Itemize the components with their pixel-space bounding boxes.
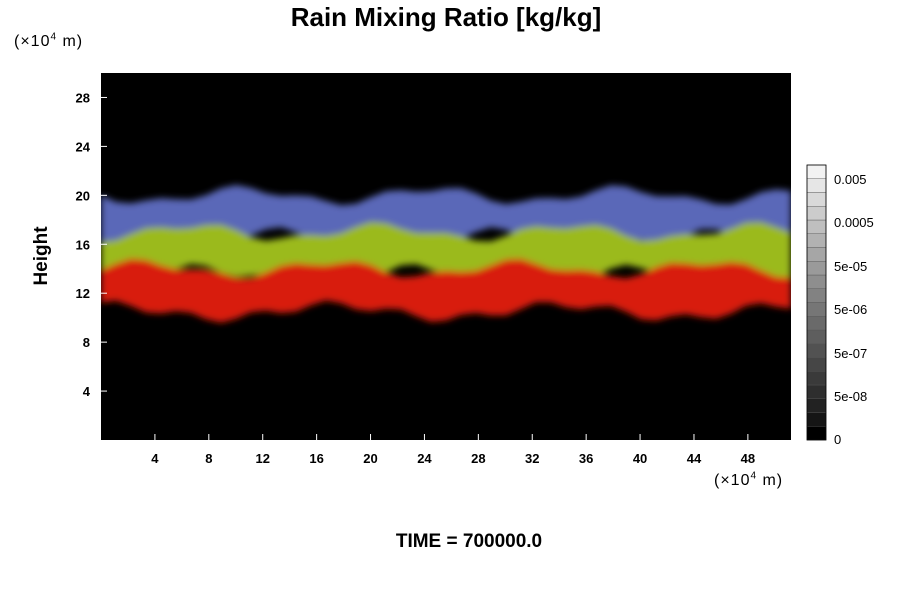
colorbar-swatch <box>806 164 827 179</box>
colorbar-tick-label: 0 <box>834 432 841 447</box>
colorbar-swatch <box>806 412 827 427</box>
y-tick-label: 12 <box>76 286 90 301</box>
colorbar-swatch <box>806 274 827 289</box>
x-tick-label: 4 <box>151 451 159 466</box>
colorbar-swatch <box>806 426 827 441</box>
x-tick-label: 48 <box>741 451 755 466</box>
colorbar-tick-label: 0.0005 <box>834 215 874 230</box>
colorbar-swatch <box>806 219 827 234</box>
colorbar-swatch <box>806 371 827 386</box>
time-label: TIME = 700000.0 <box>395 531 543 552</box>
x-tick-label: 24 <box>417 451 432 466</box>
colorbar <box>806 164 827 441</box>
y-tick-label: 20 <box>76 188 90 203</box>
colorbar-frame <box>806 164 827 441</box>
colorbar-swatch <box>806 357 827 372</box>
y-tick-label: 8 <box>83 335 90 350</box>
x-tick-label: 36 <box>579 451 593 466</box>
colorbar-swatch <box>806 302 827 317</box>
x-tick-label: 40 <box>633 451 647 466</box>
colorbar-swatch <box>806 384 827 399</box>
chart-title: Rain Mixing Ratio [kg/kg] <box>290 2 602 32</box>
colorbar-swatch <box>806 206 827 221</box>
colorbar-swatch <box>806 261 827 276</box>
x-axis-unit: (×104 m) <box>714 470 784 489</box>
colorbar-tick-label: 5e-06 <box>834 302 867 317</box>
colorbar-swatch <box>806 178 827 193</box>
colorbar-swatch <box>806 247 827 262</box>
y-tick-label: 28 <box>76 90 90 105</box>
colorbar-swatch <box>806 233 827 248</box>
colorbar-swatch <box>806 329 827 344</box>
x-tick-label: 28 <box>471 451 485 466</box>
colorbar-tick-label: 5e-05 <box>834 259 867 274</box>
x-axis-ticks: 4 8 12 16 20 24 28 32 36 40 44 48 <box>151 434 755 466</box>
colorbar-tick-label: 5e-07 <box>834 346 867 361</box>
rain-bands <box>101 185 791 323</box>
colorbar-swatch <box>806 288 827 303</box>
y-tick-label: 4 <box>83 384 91 399</box>
x-tick-label: 12 <box>255 451 269 466</box>
band-red <box>101 258 791 323</box>
colorbar-tick-label: 5e-08 <box>834 389 867 404</box>
x-tick-label: 44 <box>687 451 702 466</box>
x-tick-label: 8 <box>205 451 212 466</box>
colorbar-swatch <box>806 398 827 413</box>
y-axis-ticks: 4 8 12 16 20 24 28 <box>76 90 107 399</box>
colorbar-swatch <box>806 316 827 331</box>
x-tick-label: 20 <box>363 451 377 466</box>
colorbar-swatch <box>806 192 827 207</box>
x-tick-label: 16 <box>309 451 323 466</box>
y-tick-label: 24 <box>76 139 91 154</box>
x-tick-label: 32 <box>525 451 539 466</box>
colorbar-swatch <box>806 343 827 358</box>
colorbar-tick-label: 0.005 <box>834 172 867 187</box>
y-axis-unit: (×104 m) <box>14 31 84 50</box>
y-tick-label: 16 <box>76 237 90 252</box>
colorbar-tick-labels: 0.005 0.0005 5e-05 5e-06 5e-07 5e-08 0 <box>834 172 874 447</box>
